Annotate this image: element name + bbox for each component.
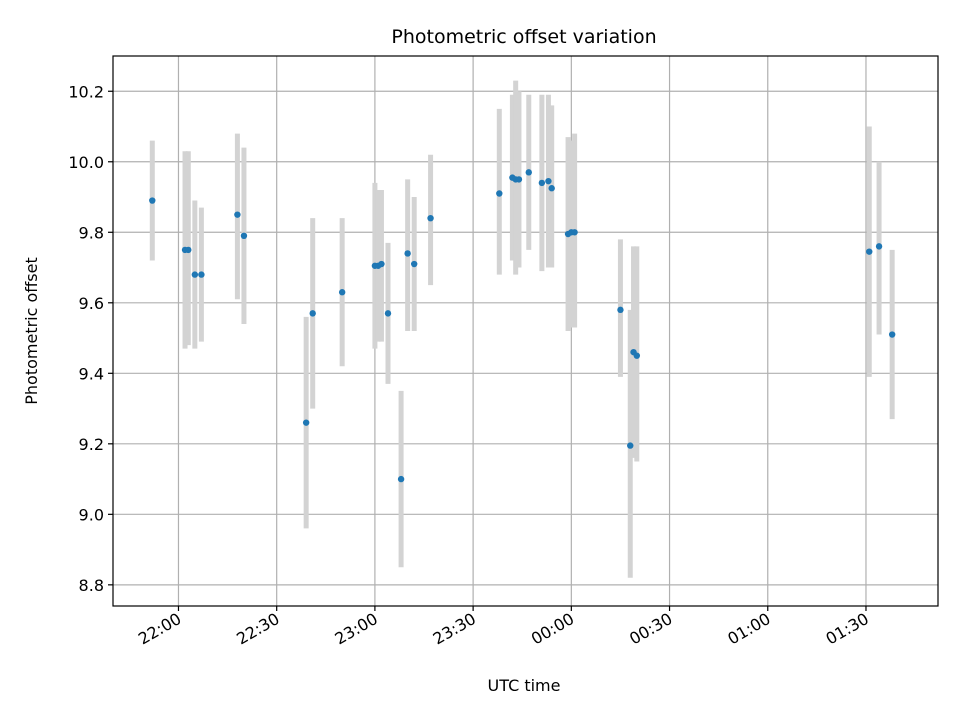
y-axis-ticks: 8.8 9.0 9.2 9.4 9.6 9.8 10.0 10.2 [68,82,113,595]
data-point [191,271,199,278]
y-tick-label: 10.0 [68,153,104,172]
data-points [149,169,896,483]
data-point [404,250,411,257]
data-point [875,243,883,250]
y-axis-label: Photometric offset [22,257,41,405]
data-point [545,177,552,185]
data-point [888,331,896,338]
data-point [185,246,192,254]
x-tick-label: 22:30 [233,609,282,649]
data-point [571,229,578,236]
y-tick-label: 9.6 [79,294,104,313]
data-point [633,352,641,359]
chart-title: Photometric offset variation [391,26,656,48]
y-tick-label: 8.8 [79,576,104,595]
x-tick-label: 22:00 [135,609,184,649]
data-point [338,289,346,296]
y-tick-label: 9.4 [79,364,104,383]
x-tick-label: 00:00 [528,609,577,649]
x-tick-label: 23:30 [430,609,479,649]
data-point [627,442,634,449]
y-tick-label: 9.0 [79,505,104,524]
y-tick-label: 10.2 [68,82,104,101]
x-axis-label: UTC time [488,676,561,695]
data-point [548,185,555,192]
error-bars [149,80,895,578]
data-point [427,214,434,222]
x-tick-label: 01:30 [823,609,872,649]
data-point [397,475,405,483]
data-point [525,169,532,176]
data-point [302,419,310,426]
x-tick-label: 23:00 [331,609,380,649]
data-point [410,260,418,268]
x-axis-ticks: 22:00 22:30 23:00 23:30 00:00 00:30 01:00 01:30 [135,606,872,649]
data-point [384,310,392,317]
data-point [617,306,624,314]
data-point [198,271,205,278]
plot-frame [112,55,939,607]
data-point [149,197,156,204]
data-point [538,179,546,187]
data-point [240,232,248,240]
x-tick-label: 01:00 [724,609,773,649]
data-point [309,310,316,317]
grid [113,56,938,606]
data-point [496,190,503,197]
x-tick-label: 00:30 [626,609,675,649]
data-point [378,260,385,268]
y-tick-label: 9.8 [79,223,104,242]
data-point [866,248,873,255]
data-point [234,211,241,218]
y-tick-label: 9.2 [79,435,104,454]
data-point [515,176,523,183]
